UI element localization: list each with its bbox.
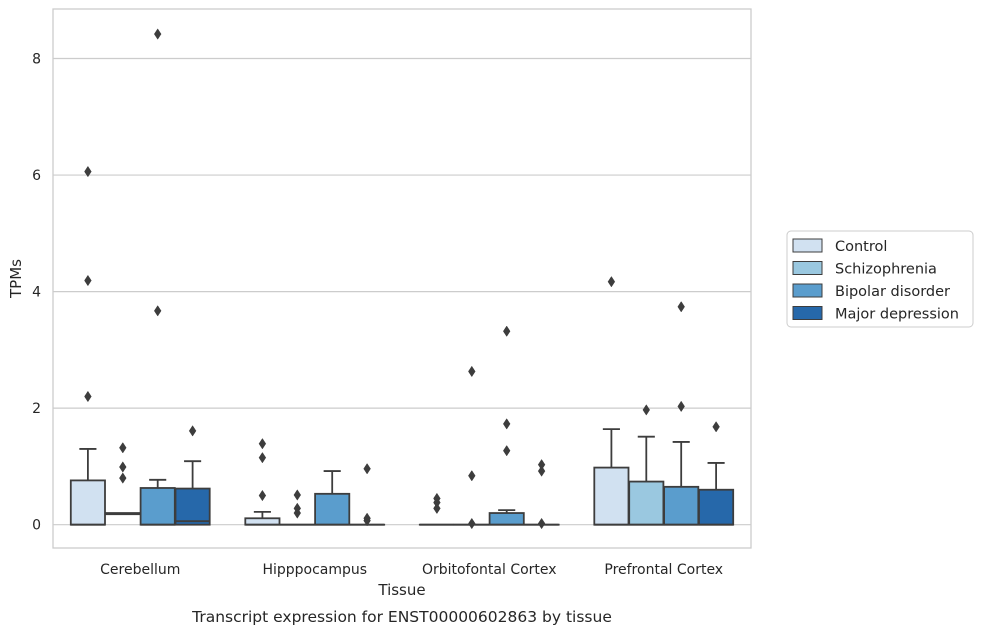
box-body (139, 487, 176, 526)
legend-label: Control (835, 239, 887, 255)
outlier-point (537, 517, 546, 530)
outlier-point (154, 28, 162, 40)
box-body (69, 479, 106, 526)
plot-frame (52, 8, 752, 549)
legend: Control Schizophrenia Bipolar disorder Majo… (786, 230, 974, 328)
box-major-depression (174, 425, 211, 526)
outlier-point (503, 418, 511, 430)
y-axis-title: TPMs (7, 259, 25, 299)
box-body (314, 492, 351, 526)
box-bipolar-disorder (488, 325, 525, 526)
box-body (628, 480, 665, 526)
legend-label: Major depression (835, 307, 959, 323)
outlier-point (677, 400, 685, 413)
legend-label: Bipolar disorder (835, 284, 950, 300)
outlier-point (642, 404, 650, 416)
outlier-point (363, 463, 371, 475)
box-marks (69, 28, 735, 530)
box-schizophrenia (279, 489, 316, 526)
outlier-point (119, 461, 127, 473)
outlier-point (503, 325, 511, 337)
x-tick-label: Orbitofontal Cortex (422, 562, 557, 578)
y-tick-labels: 0 2 4 6 8 (32, 52, 41, 534)
x-axis-title: Tissue (377, 581, 425, 599)
y-tick-label: 6 (32, 168, 41, 184)
box-body (488, 512, 525, 526)
outlier-point (293, 502, 301, 515)
outlier-point (503, 445, 511, 457)
outlier-point (537, 465, 546, 477)
legend-swatch (792, 261, 823, 275)
outlier-point (468, 517, 476, 530)
legend-swatch (792, 306, 823, 320)
box-major-depression (349, 463, 386, 527)
box-control (418, 492, 455, 526)
y-tick-label: 0 (32, 518, 41, 534)
y-tick-label: 8 (32, 52, 41, 68)
outlier-point (677, 301, 685, 313)
legend-swatch (792, 283, 823, 298)
box-control (69, 165, 106, 526)
outlier-point (468, 470, 476, 482)
x-tick-labels: Cerebellum Hipppocampus Orbitofontal Corte… (100, 562, 723, 578)
outlier-point (258, 438, 267, 450)
outlier-point (258, 489, 267, 502)
x-tick-label: Cerebellum (100, 562, 180, 578)
box-control (593, 276, 630, 526)
outlier-point (537, 459, 546, 471)
box-bipolar-disorder (314, 470, 351, 526)
outlier-point (154, 305, 162, 317)
chart-caption: Transcript expression for ENST0000060286… (191, 608, 612, 626)
box-body (698, 488, 735, 526)
outlier-point (119, 472, 127, 484)
box-control (244, 438, 281, 526)
outlier-point (84, 165, 92, 178)
outlier-point (433, 502, 441, 515)
legend-swatch (792, 238, 823, 253)
outlier-point (363, 512, 371, 524)
box-major-depression (698, 421, 735, 526)
outlier-point (258, 452, 267, 464)
outlier-point (84, 390, 92, 403)
box-bipolar-disorder (139, 28, 176, 526)
y-tick-label: 4 (32, 285, 41, 301)
outlier-point (712, 421, 720, 433)
box-schizophrenia (453, 365, 490, 530)
x-tick-label: Hipppocampus (262, 562, 367, 578)
outlier-point (84, 274, 92, 287)
y-tick-label: 2 (32, 401, 41, 417)
outlier-point (607, 276, 616, 288)
box-body (663, 485, 700, 526)
box-bipolar-disorder (663, 301, 700, 526)
box-body (174, 487, 211, 526)
box-major-depression (523, 459, 560, 530)
box-schizophrenia (104, 442, 141, 516)
outlier-point (119, 442, 127, 454)
legend-frame (786, 230, 974, 328)
outlier-point (293, 489, 301, 501)
outlier-point (433, 492, 441, 505)
x-tick-label: Prefrontal Cortex (604, 562, 723, 578)
box-body (244, 517, 281, 526)
outlier-point (468, 365, 476, 378)
box-schizophrenia (628, 404, 665, 526)
box-body (593, 466, 630, 526)
legend-label: Schizophrenia (835, 262, 937, 278)
outlier-point (188, 425, 197, 437)
